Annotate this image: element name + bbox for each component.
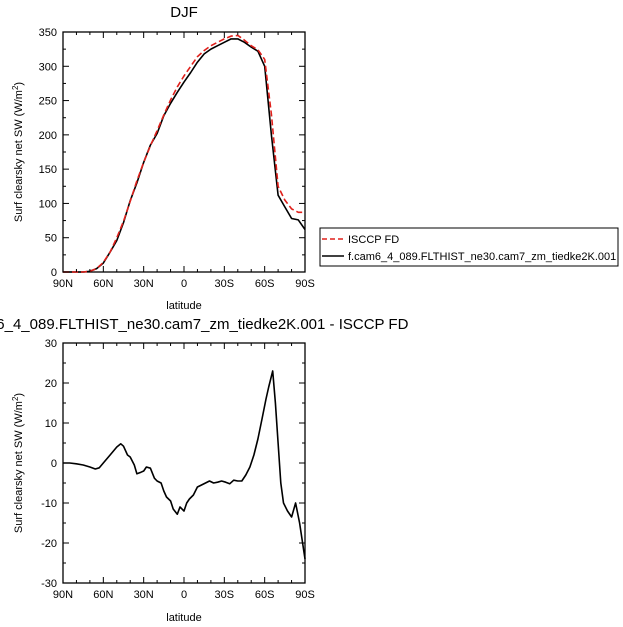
bottom-panel: f.cam6_4_089.FLTHIST_ne30.cam7_zm_tiedke… xyxy=(0,316,409,624)
bottom-x-tick-label: 30N xyxy=(134,589,154,601)
bottom-x-tick-label: 60S xyxy=(255,589,275,601)
top-y-tick-label: 350 xyxy=(39,27,57,39)
bottom-x-tick-label: 90N xyxy=(53,589,73,601)
bottom-y-axis-label: Surf clearsky net SW (W/m2) xyxy=(11,393,25,533)
top-series-line-0 xyxy=(63,34,305,273)
bottom-y-tick-label: -10 xyxy=(41,498,57,510)
top-axis-ticks: 90N 60N 30N 0 30S 60S 90S 0 50 100 150 200 250 300 350 xyxy=(39,27,315,290)
bottom-y-tick-label: 10 xyxy=(45,418,57,430)
top-y-tick-label: 100 xyxy=(39,198,57,210)
legend-label-model: f.cam6_4_089.FLTHIST_ne30.cam7_zm_tiedke… xyxy=(348,251,616,263)
bottom-x-tick-label: 90S xyxy=(295,589,315,601)
top-panel-title: DJF xyxy=(170,4,198,21)
top-plot-frame xyxy=(62,31,306,273)
bottom-y-tick-label: -20 xyxy=(41,538,57,550)
legend: ISCCP FD f.cam6_4_089.FLTHIST_ne30.cam7_… xyxy=(319,227,619,267)
top-y-tick-label: 300 xyxy=(39,61,57,73)
bottom-y-tick-label: -30 xyxy=(41,578,57,590)
top-y-axis-label: Surf clearsky net SW (W/m2) xyxy=(11,82,25,222)
bottom-axis-ticks: 90N 60N 30N 0 30S 60S 90S -30 -20 -10 0 10 20 30 xyxy=(41,338,315,601)
top-y-tick-label: 0 xyxy=(51,267,57,279)
top-x-tick-label: 0 xyxy=(181,278,187,290)
bottom-x-tick-label: 60N xyxy=(93,589,113,601)
bottom-panel-title: f.cam6_4_089.FLTHIST_ne30.cam7_zm_tiedke… xyxy=(0,316,409,333)
top-x-tick-label: 90S xyxy=(295,278,315,290)
top-x-tick-label: 30S xyxy=(215,278,235,290)
bottom-x-tick-label: 0 xyxy=(181,589,187,601)
top-y-tick-label: 150 xyxy=(39,164,57,176)
bottom-series-line-0 xyxy=(63,370,306,560)
bottom-y-tick-label: 20 xyxy=(45,378,57,390)
bottom-x-tick-label: 30S xyxy=(215,589,235,601)
top-x-tick-label: 30N xyxy=(134,278,154,290)
top-series-line-1 xyxy=(63,38,306,273)
top-x-tick-label: 90N xyxy=(53,278,73,290)
bottom-plot-frame xyxy=(62,342,306,584)
bottom-series-lines xyxy=(63,370,306,560)
top-y-tick-label: 250 xyxy=(39,96,57,108)
legend-label-isccp: ISCCP FD xyxy=(348,234,399,246)
top-panel: DJF 90N 60N 30N 0 30S 60S 90S 0 50 100 150 200 250 30… xyxy=(11,4,315,312)
top-y-tick-label: 50 xyxy=(45,233,57,245)
top-x-tick-label: 60S xyxy=(255,278,275,290)
top-series-lines xyxy=(63,34,306,273)
top-y-tick-label: 200 xyxy=(39,130,57,142)
bottom-y-tick-label: 30 xyxy=(45,338,57,350)
top-x-tick-label: 60N xyxy=(93,278,113,290)
bottom-y-tick-label: 0 xyxy=(51,458,57,470)
legend-box xyxy=(319,227,619,267)
top-x-axis-label: latitude xyxy=(166,300,201,312)
bottom-x-axis-label: latitude xyxy=(166,612,201,624)
